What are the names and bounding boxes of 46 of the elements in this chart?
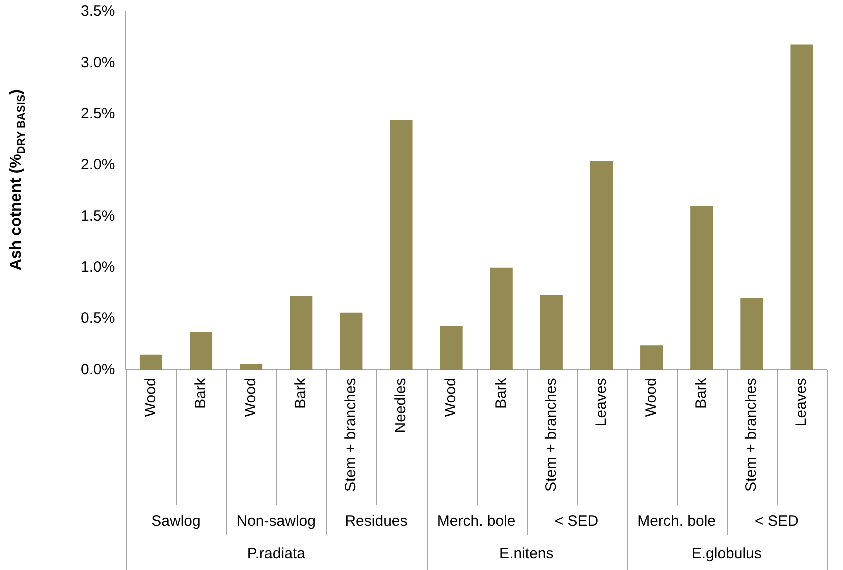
y-tick-label: 1.0% — [80, 258, 116, 276]
x-tick-label: Stem + branches — [342, 378, 360, 492]
bar — [640, 346, 664, 370]
text: Merch. bole — [638, 513, 716, 530]
x-tick-label: Wood — [442, 378, 460, 418]
y-tick-label: 2.0% — [80, 156, 116, 174]
bar — [240, 364, 263, 370]
text: < SED — [755, 513, 799, 530]
text: E.globulus — [692, 546, 762, 563]
x-tick-label: Wood — [642, 378, 660, 418]
x-tick-label: Bark — [292, 378, 310, 410]
bar — [740, 298, 764, 370]
y-tick-label: 0.0% — [80, 361, 116, 378]
bar — [340, 312, 363, 370]
bar — [590, 161, 614, 370]
text: Merch. bole — [437, 513, 516, 530]
text: Sawlog — [152, 513, 201, 530]
bar — [490, 268, 513, 370]
y-tick-label: 1.5% — [80, 208, 116, 225]
x-tick-label: Wood — [142, 378, 160, 418]
y-tick-label: 2.5% — [80, 105, 116, 122]
y-tick-label: 0.5% — [80, 310, 116, 328]
y-tick-label: 3.0% — [80, 54, 116, 72]
bar — [190, 332, 213, 370]
x-tick-label: Bark — [192, 378, 210, 410]
bar — [790, 44, 814, 370]
text: < SED — [554, 513, 599, 530]
bar — [440, 326, 463, 370]
x-tick-label: Needles — [392, 378, 410, 434]
bar — [540, 295, 563, 370]
bar — [290, 296, 313, 370]
x-tick-label: Leaves — [793, 378, 810, 427]
y-tick-label: 3.5% — [80, 3, 116, 20]
text: E.nitens — [500, 546, 554, 563]
text: Residues — [345, 513, 408, 530]
x-tick-label: Bark — [692, 378, 710, 410]
text: Non-sawlog — [236, 513, 316, 530]
x-tick-label: Stem + branches — [743, 378, 760, 492]
bar — [390, 120, 413, 370]
x-tick-label: Bark — [492, 378, 510, 410]
x-tick-label: Stem + branches — [542, 378, 560, 492]
text: P.radiata — [247, 546, 306, 563]
x-tick-label: Leaves — [592, 378, 610, 427]
bar — [690, 206, 714, 370]
bar — [140, 354, 162, 370]
x-tick-label: Wood — [242, 378, 260, 418]
